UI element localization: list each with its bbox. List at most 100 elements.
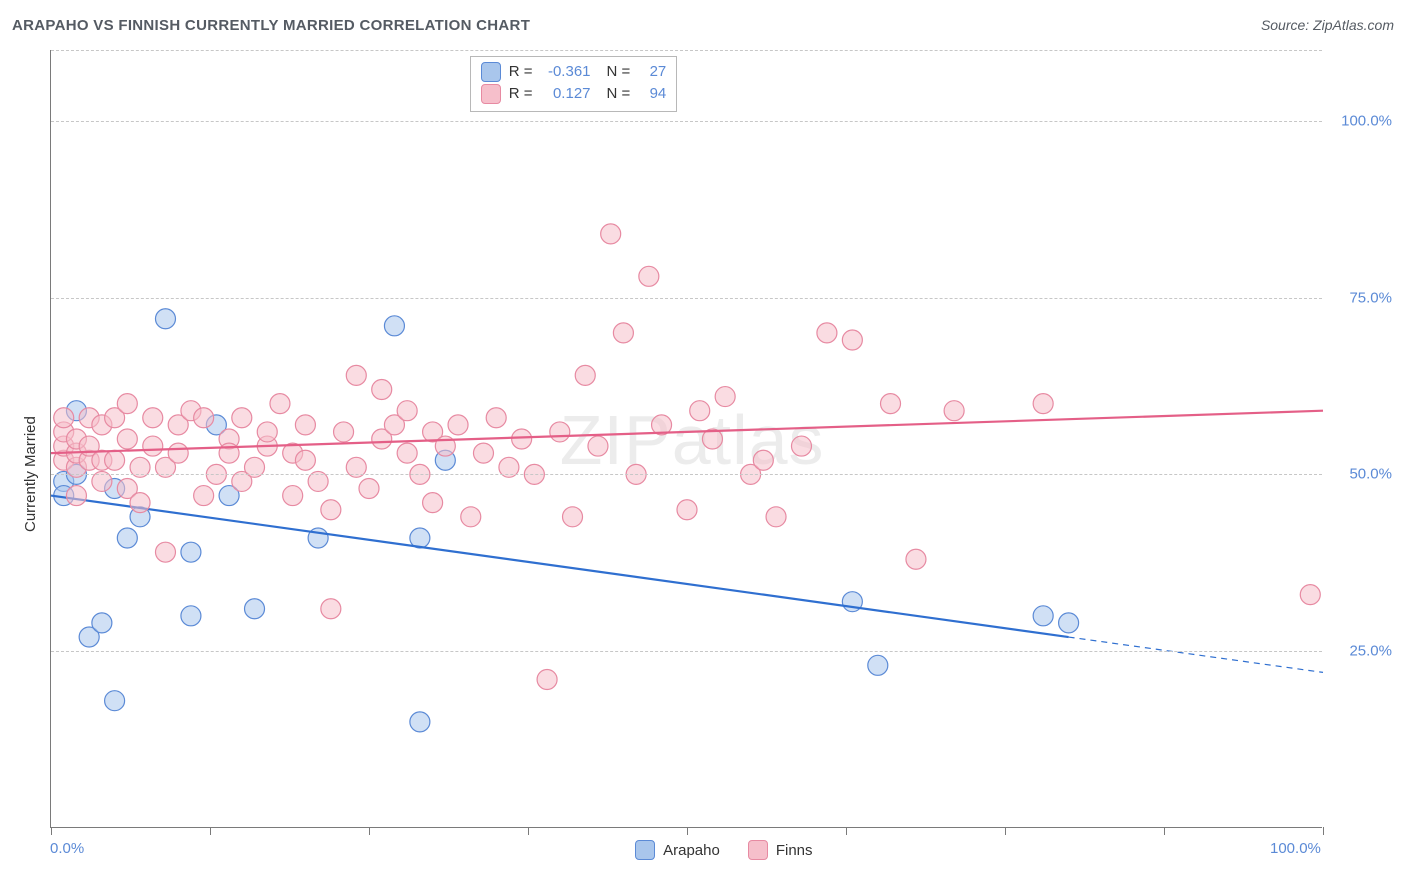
- legend-label: Finns: [776, 842, 813, 859]
- data-point: [117, 528, 137, 548]
- stats-legend-box: R = -0.361 N = 27R =0.127N =94: [470, 56, 678, 112]
- x-axis-label-max: 100.0%: [1270, 840, 1321, 857]
- y-tick-label: 50.0%: [1332, 466, 1392, 483]
- data-point: [473, 443, 493, 463]
- stats-row: R =0.127N =94: [481, 83, 667, 105]
- data-point: [906, 549, 926, 569]
- data-point: [295, 415, 315, 435]
- stat-n-label: N =: [607, 61, 631, 83]
- data-point: [257, 422, 277, 442]
- data-point: [181, 606, 201, 626]
- data-point: [105, 691, 125, 711]
- data-point: [791, 436, 811, 456]
- legend-swatch: [635, 840, 655, 860]
- data-point: [194, 486, 214, 506]
- gridline: [51, 50, 1322, 51]
- legend-swatch: [481, 84, 501, 104]
- data-point: [321, 599, 341, 619]
- data-point: [117, 394, 137, 414]
- data-point: [410, 712, 430, 732]
- data-point: [1033, 394, 1053, 414]
- source-attribution: Source: ZipAtlas.com: [1261, 17, 1394, 33]
- data-point: [334, 422, 354, 442]
- data-point: [130, 493, 150, 513]
- data-point: [245, 599, 265, 619]
- data-point: [270, 394, 290, 414]
- data-point: [537, 669, 557, 689]
- data-point: [690, 401, 710, 421]
- x-axis-label-min: 0.0%: [50, 840, 84, 857]
- series-legend: Arapaho Finns: [635, 840, 812, 860]
- data-point: [155, 309, 175, 329]
- data-point: [677, 500, 697, 520]
- gridline: [51, 474, 1322, 475]
- x-tick: [846, 827, 847, 835]
- regression-line-extension: [1069, 637, 1323, 672]
- data-point: [283, 486, 303, 506]
- x-tick: [1005, 827, 1006, 835]
- data-point: [563, 507, 583, 527]
- x-tick: [1323, 827, 1324, 835]
- legend-item: Arapaho: [635, 840, 720, 860]
- data-point: [92, 613, 112, 633]
- gridline: [51, 121, 1322, 122]
- data-point: [715, 387, 735, 407]
- chart-header: ARAPAHO VS FINNISH CURRENTLY MARRIED COR…: [0, 0, 1406, 40]
- data-point: [1033, 606, 1053, 626]
- data-point: [817, 323, 837, 343]
- plot-area: ZIPatlas 25.0%50.0%75.0%100.0%: [50, 50, 1322, 828]
- legend-item: Finns: [748, 840, 813, 860]
- chart-title: ARAPAHO VS FINNISH CURRENTLY MARRIED COR…: [12, 17, 530, 34]
- x-tick: [369, 827, 370, 835]
- x-tick: [528, 827, 529, 835]
- gridline: [51, 651, 1322, 652]
- data-point: [372, 379, 392, 399]
- data-point: [54, 408, 74, 428]
- data-point: [194, 408, 214, 428]
- scatter-svg: [51, 50, 1323, 828]
- data-point: [168, 443, 188, 463]
- gridline: [51, 298, 1322, 299]
- y-tick-label: 100.0%: [1332, 112, 1392, 129]
- data-point: [613, 323, 633, 343]
- data-point: [944, 401, 964, 421]
- legend-label: Arapaho: [663, 842, 720, 859]
- data-point: [588, 436, 608, 456]
- legend-swatch: [481, 62, 501, 82]
- data-point: [232, 408, 252, 428]
- x-tick: [210, 827, 211, 835]
- data-point: [1300, 585, 1320, 605]
- data-point: [766, 507, 786, 527]
- data-point: [143, 436, 163, 456]
- data-point: [753, 450, 773, 470]
- y-axis-title: Currently Married: [22, 416, 39, 532]
- data-point: [868, 655, 888, 675]
- stat-r-value: -0.361: [541, 61, 591, 83]
- data-point: [346, 365, 366, 385]
- stat-r-label: R =: [509, 61, 533, 83]
- x-tick: [51, 827, 52, 835]
- stat-n-value: 94: [638, 83, 666, 105]
- data-point: [448, 415, 468, 435]
- data-point: [423, 493, 443, 513]
- x-tick: [687, 827, 688, 835]
- data-point: [359, 479, 379, 499]
- data-point: [384, 316, 404, 336]
- data-point: [842, 330, 862, 350]
- data-point: [321, 500, 341, 520]
- stat-n-value: 27: [638, 61, 666, 83]
- data-point: [181, 542, 201, 562]
- data-point: [397, 443, 417, 463]
- data-point: [639, 266, 659, 286]
- data-point: [486, 408, 506, 428]
- data-point: [143, 408, 163, 428]
- stats-row: R = -0.361 N = 27: [481, 61, 667, 83]
- data-point: [66, 486, 86, 506]
- data-point: [575, 365, 595, 385]
- x-tick: [1164, 827, 1165, 835]
- data-point: [601, 224, 621, 244]
- data-point: [397, 401, 417, 421]
- data-point: [512, 429, 532, 449]
- data-point: [550, 422, 570, 442]
- data-point: [105, 450, 125, 470]
